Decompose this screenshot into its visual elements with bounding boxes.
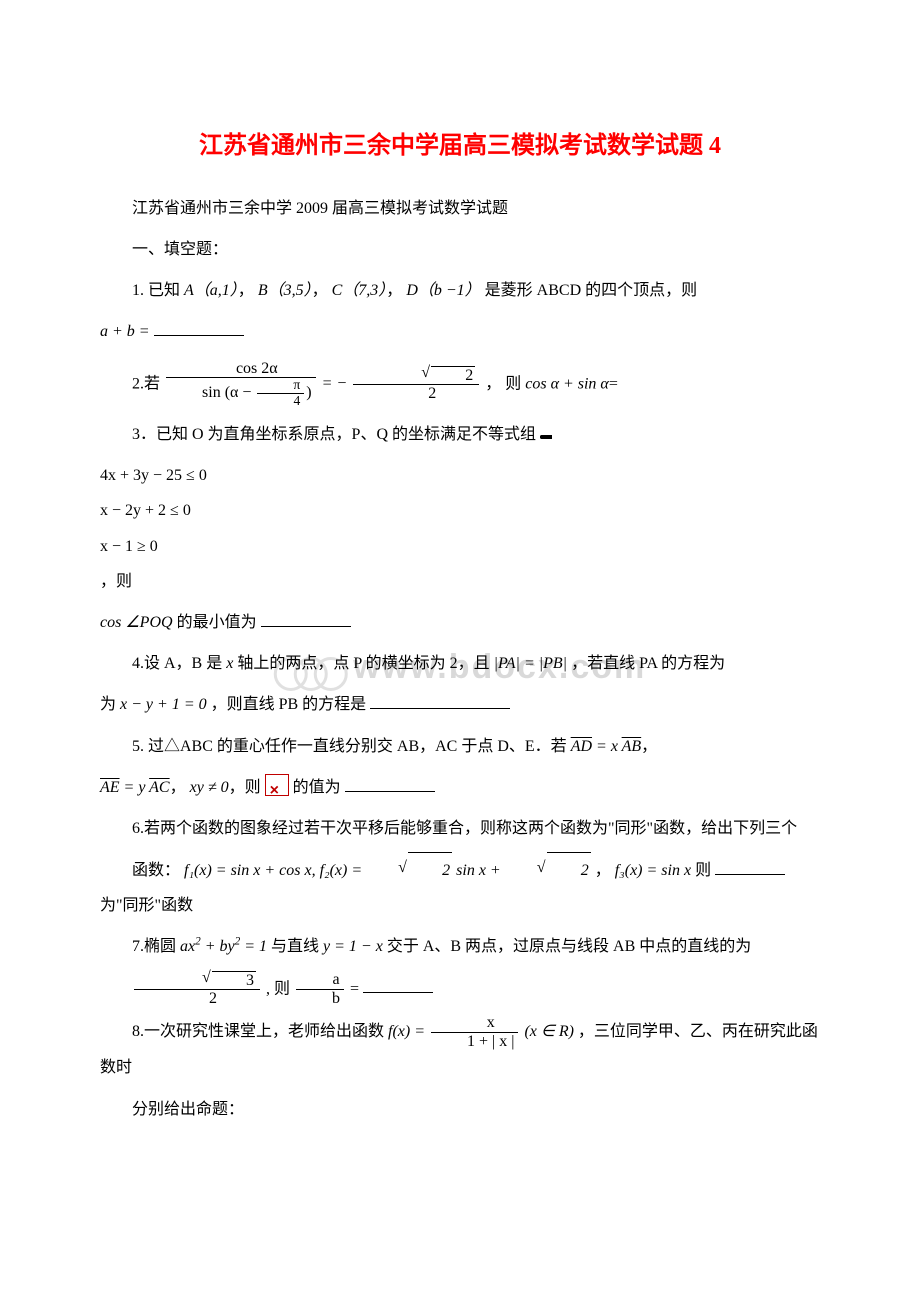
answer-blank-7 — [363, 978, 433, 993]
q2-rhs-frac: 2 2 — [353, 366, 479, 403]
q1-point-a: A（a,1） — [184, 282, 238, 299]
question-4: 4.设 A，B 是 x 轴上的两点，点 P 的横坐标为 2，且 |PA| = |… — [100, 646, 820, 681]
answer-blank-1 — [154, 321, 244, 336]
question-2: 2.若 cos 2α sin (α − π 4 ) = − 2 2 ， 则 co… — [100, 360, 820, 410]
question-8: 8.一次研究性课堂上，老师给出函数 f(x) = x 1 + | x | (x … — [100, 1014, 820, 1086]
question-4-line2: 为 x − y + 1 = 0 ，则直线 PB 的方程是 — [100, 687, 820, 722]
doc-title: 江苏省通州市三余中学届高三模拟考试数学试题 4 — [100, 120, 820, 173]
question-1-line2: a + b = — [100, 314, 820, 349]
q2-lhs-frac: cos 2α sin (α − π 4 ) — [166, 360, 316, 410]
page-content: 江苏省通州市三余中学届高三模拟考试数学试题 4 江苏省通州市三余中学 2009 … — [0, 0, 920, 1213]
answer-blank-3 — [261, 612, 351, 627]
answer-blank-6 — [715, 860, 785, 875]
question-1: 1. 已知 A（a,1）， B（3,5）， C（7,3）， D（b −1） 是菱… — [100, 273, 820, 308]
question-5-line2: AE = y AC， xy ≠ 0，则 的值为 — [100, 770, 820, 805]
question-7-line2: 3 2 , 则 a b = — [100, 971, 820, 1008]
question-5: 5. 过△ABC 的重心任作一直线分别交 AB，AC 于点 D、E．若 AD =… — [100, 729, 820, 764]
subtitle: 江苏省通州市三余中学 2009 届高三模拟考试数学试题 — [100, 191, 820, 226]
question-7: 7.椭圆 ax2 + by2 = 1 与直线 y = 1 − x 交于 A、B … — [100, 929, 820, 964]
answer-blank-5 — [345, 776, 435, 791]
broken-image-icon — [265, 774, 289, 796]
question-3-line2: cos ∠POQ 的最小值为 — [100, 605, 820, 640]
question-3: 3．已知 O 为直角坐标系原点，P、Q 的坐标满足不等式组 — [100, 417, 820, 452]
section-heading-1: 一、填空题： — [100, 232, 820, 267]
question-6-line2: 函数： f₁(x) = sin x + cos x, f₂(x) = 2 sin… — [100, 852, 820, 923]
q1-point-b: B（3,5） — [258, 282, 312, 299]
q1-point-c: C（7,3） — [332, 282, 387, 299]
q1-point-d: D（b −1） — [406, 282, 480, 299]
answer-blank-4 — [370, 694, 510, 709]
question-6: 6.若两个函数的图象经过若干次平移后能够重合，则称这两个函数为"同形"函数，给出… — [100, 811, 820, 846]
question-8-line2: 分别给出命题： — [100, 1092, 820, 1127]
